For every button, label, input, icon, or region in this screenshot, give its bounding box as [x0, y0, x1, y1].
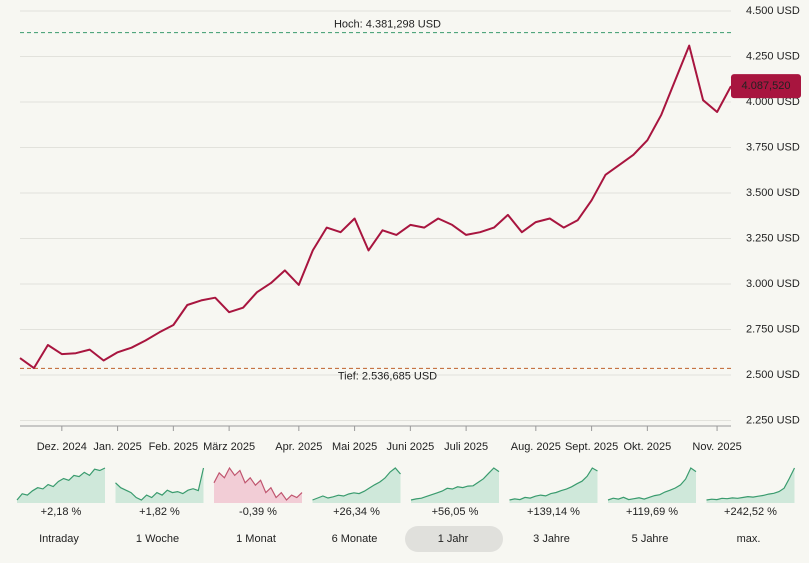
spark-line — [213, 466, 303, 501]
x-tick-label: Apr. 2025 — [275, 441, 322, 453]
period-change: +242,52 % — [724, 506, 777, 518]
x-tick-label: März 2025 — [203, 441, 255, 453]
period-change: +26,34 % — [333, 506, 380, 518]
last-value-label: 4.087,520 — [742, 80, 791, 92]
x-tick-label: Dez. 2024 — [37, 441, 87, 453]
period-button[interactable]: 3 Jahre — [533, 533, 570, 545]
spark-area — [706, 468, 795, 503]
spark-line — [16, 467, 106, 501]
period-button[interactable]: Intraday — [39, 533, 79, 545]
period-button[interactable]: max. — [737, 533, 761, 545]
spark-line — [607, 467, 697, 501]
y-tick-label: 2.250 USD — [746, 414, 800, 426]
period-change: -0,39 % — [239, 506, 277, 518]
spark-area — [17, 468, 105, 503]
period-button[interactable]: 6 Monate — [332, 533, 378, 545]
y-tick-label: 3.250 USD — [746, 232, 800, 244]
period-button[interactable]: 1 Jahr — [438, 533, 469, 545]
y-tick-label: 4.250 USD — [746, 50, 800, 62]
x-tick-label: Feb. 2025 — [149, 441, 199, 453]
y-tick-label: 2.750 USD — [746, 323, 800, 335]
y-tick-label: 3.750 USD — [746, 141, 800, 153]
y-tick-label: 4.000 USD — [746, 96, 800, 108]
period-button[interactable]: 5 Jahre — [632, 533, 669, 545]
x-tick-label: Sept. 2025 — [565, 441, 618, 453]
spark-area — [115, 468, 204, 503]
price-line — [19, 44, 732, 370]
reference-label: Hoch: 4.381,298 USD — [334, 19, 441, 31]
spark-line — [115, 467, 205, 501]
reference-label: Tief: 2.536,685 USD — [338, 370, 437, 382]
spark-line — [706, 467, 796, 501]
period-change: +1,82 % — [139, 506, 180, 518]
x-tick-label: Juni 2025 — [386, 441, 434, 453]
spark-area — [411, 468, 499, 503]
period-change: +2,18 % — [41, 506, 82, 518]
last-value-badge — [731, 74, 801, 99]
spark-area — [312, 468, 401, 503]
period-button[interactable]: 1 Monat — [236, 533, 276, 545]
x-tick-label: Mai 2025 — [332, 441, 377, 453]
x-tick-label: Jan. 2025 — [93, 441, 141, 453]
spark-line — [410, 467, 500, 501]
spark-area — [608, 468, 696, 503]
x-tick-label: Okt. 2025 — [624, 441, 672, 453]
period-change: +56,05 % — [432, 506, 479, 518]
spark-line — [312, 467, 401, 501]
period-button[interactable]: 1 Woche — [136, 533, 179, 545]
period-button-bg — [405, 526, 503, 552]
y-tick-label: 3.000 USD — [746, 278, 800, 290]
y-tick-label: 3.500 USD — [746, 187, 800, 199]
x-tick-label: Aug. 2025 — [511, 441, 561, 453]
spark-line — [509, 467, 598, 501]
y-tick-label: 4.500 USD — [746, 5, 800, 17]
spark-area — [509, 468, 598, 503]
period-change: +139,14 % — [527, 506, 580, 518]
x-tick-label: Juli 2025 — [444, 441, 488, 453]
period-change: +119,69 % — [626, 506, 678, 518]
x-tick-label: Nov. 2025 — [692, 441, 741, 453]
y-tick-label: 2.500 USD — [746, 369, 800, 381]
